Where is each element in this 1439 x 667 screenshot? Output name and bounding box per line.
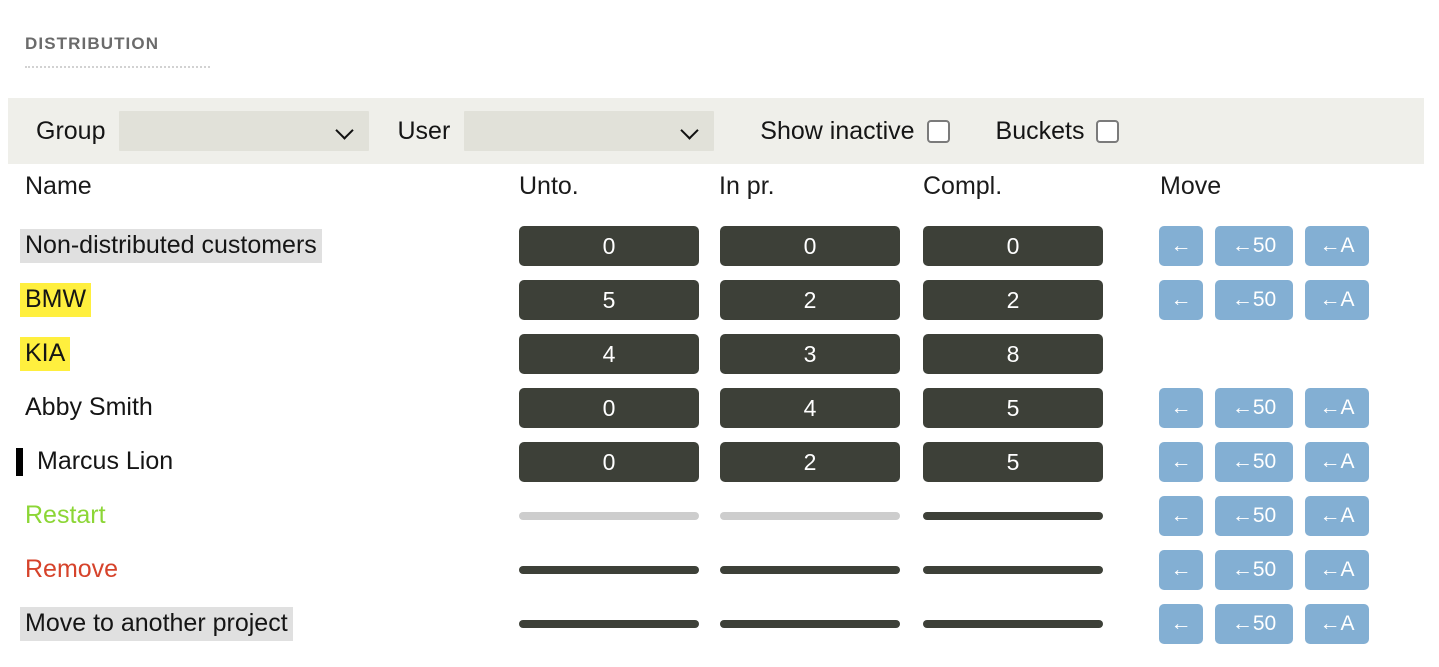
cell-in-progress[interactable]: 2: [720, 442, 900, 482]
move-all-button[interactable]: ←A: [1305, 280, 1369, 320]
table-row: BMW 5 2 2 ← ←50 ←A: [0, 280, 1439, 334]
buckets-label: Buckets: [995, 116, 1085, 145]
row-name-cell[interactable]: BMW: [0, 280, 92, 320]
cell-completed[interactable]: 5: [923, 388, 1103, 428]
cell-completed[interactable]: 2: [923, 280, 1103, 320]
move-fifty-button[interactable]: ←50: [1215, 604, 1293, 644]
table-row: Abby Smith 0 4 5 ← ←50 ←A: [0, 388, 1439, 442]
move-all-button[interactable]: ←A: [1305, 550, 1369, 590]
chevron-down-icon: [682, 124, 700, 134]
move-fifty-button[interactable]: ←50: [1215, 496, 1293, 536]
row-name-cell[interactable]: Move to another project: [0, 604, 293, 644]
cell-completed[interactable]: 0: [923, 226, 1103, 266]
row-name-label: Move to another project: [20, 606, 293, 642]
text-cursor-indicator: [16, 448, 23, 476]
move-button-group: ← ←50 ←A: [1159, 604, 1369, 644]
move-one-button[interactable]: ←: [1159, 604, 1203, 644]
table-row: Move to another project ← ←50 ←A: [0, 604, 1439, 658]
cell-bar-in-progress[interactable]: [720, 566, 900, 574]
table-row: Non-distributed customers 0 0 0 ← ←50 ←A: [0, 226, 1439, 280]
move-button-group: ← ←50 ←A: [1159, 550, 1369, 590]
row-name-cell[interactable]: Abby Smith: [0, 388, 158, 428]
move-one-button[interactable]: ←: [1159, 280, 1203, 320]
row-name-label: Remove: [25, 554, 119, 583]
move-fifty-button[interactable]: ←50: [1215, 226, 1293, 266]
user-label: User: [397, 116, 451, 145]
move-all-button[interactable]: ←A: [1305, 604, 1369, 644]
row-name-cell[interactable]: Restart: [0, 496, 111, 536]
row-name-label: Abby Smith: [25, 392, 153, 421]
cell-untouched[interactable]: 4: [519, 334, 699, 374]
page-title: DISTRIBUTION: [25, 34, 160, 53]
row-name-label: BMW: [20, 282, 92, 318]
cell-untouched[interactable]: 0: [519, 442, 699, 482]
row-name-cell[interactable]: Non-distributed customers: [0, 226, 322, 266]
move-all-button[interactable]: ←A: [1305, 496, 1369, 536]
move-fifty-button[interactable]: ←50: [1215, 388, 1293, 428]
column-header-completed: Compl.: [923, 172, 1003, 200]
cell-bar-untouched[interactable]: [519, 512, 699, 520]
show-inactive-label: Show inactive: [760, 116, 915, 145]
row-name-cell[interactable]: Marcus Lion: [0, 442, 178, 482]
row-name-label: Marcus Lion: [37, 446, 174, 475]
chevron-down-icon: [337, 124, 355, 134]
move-button-group: ← ←50 ←A: [1159, 496, 1369, 536]
show-inactive-checkbox[interactable]: [926, 119, 950, 143]
cell-in-progress[interactable]: 2: [720, 280, 900, 320]
group-select[interactable]: [119, 111, 370, 151]
move-fifty-button[interactable]: ←50: [1215, 442, 1293, 482]
cell-in-progress[interactable]: 4: [720, 388, 900, 428]
cell-bar-untouched[interactable]: [519, 566, 699, 574]
cell-in-progress[interactable]: 3: [720, 334, 900, 374]
cell-completed[interactable]: 5: [923, 442, 1103, 482]
table-row: Marcus Lion 0 2 5 ← ←50 ←A: [0, 442, 1439, 496]
move-one-button[interactable]: ←: [1159, 550, 1203, 590]
filter-toolbar: Group User Show inactive Buckets: [8, 98, 1424, 164]
table-row: Restart ← ←50 ←A: [0, 496, 1439, 550]
row-name-label: KIA: [20, 336, 71, 372]
move-button-group: ← ←50 ←A: [1159, 280, 1369, 320]
cell-in-progress[interactable]: 0: [720, 226, 900, 266]
row-name-cell[interactable]: KIA: [0, 334, 71, 374]
buckets-checkbox[interactable]: [1096, 119, 1120, 143]
move-one-button[interactable]: ←: [1159, 388, 1203, 428]
move-one-button[interactable]: ←: [1159, 496, 1203, 536]
cell-completed[interactable]: 8: [923, 334, 1103, 374]
cell-bar-in-progress[interactable]: [720, 620, 900, 628]
row-name-label: Restart: [25, 500, 106, 529]
move-all-button[interactable]: ←A: [1305, 226, 1369, 266]
column-header-name: Name: [25, 172, 92, 200]
move-all-button[interactable]: ←A: [1305, 388, 1369, 428]
group-label: Group: [36, 116, 106, 145]
move-one-button[interactable]: ←: [1159, 442, 1203, 482]
column-header-in-progress: In pr.: [719, 172, 775, 200]
user-select[interactable]: [464, 111, 715, 151]
move-fifty-button[interactable]: ←50: [1215, 280, 1293, 320]
cell-bar-untouched[interactable]: [519, 620, 699, 628]
move-button-group: ← ←50 ←A: [1159, 388, 1369, 428]
row-name-cell[interactable]: Remove: [0, 550, 123, 590]
move-button-group: ← ←50 ←A: [1159, 226, 1369, 266]
column-header-untouched: Unto.: [519, 172, 579, 200]
cell-bar-completed[interactable]: [923, 620, 1103, 628]
title-divider: [25, 66, 210, 70]
move-fifty-button[interactable]: ←50: [1215, 550, 1293, 590]
cell-bar-completed[interactable]: [923, 566, 1103, 574]
cell-untouched[interactable]: 5: [519, 280, 699, 320]
cell-untouched[interactable]: 0: [519, 226, 699, 266]
cell-bar-in-progress[interactable]: [720, 512, 900, 520]
move-all-button[interactable]: ←A: [1305, 442, 1369, 482]
move-button-group: ← ←50 ←A: [1159, 442, 1369, 482]
move-one-button[interactable]: ←: [1159, 226, 1203, 266]
table-row: Remove ← ←50 ←A: [0, 550, 1439, 604]
row-name-label: Non-distributed customers: [20, 228, 322, 264]
table-row: KIA 4 3 8: [0, 334, 1439, 388]
column-header-move: Move: [1160, 172, 1222, 200]
cell-untouched[interactable]: 0: [519, 388, 699, 428]
cell-bar-completed[interactable]: [923, 512, 1103, 520]
